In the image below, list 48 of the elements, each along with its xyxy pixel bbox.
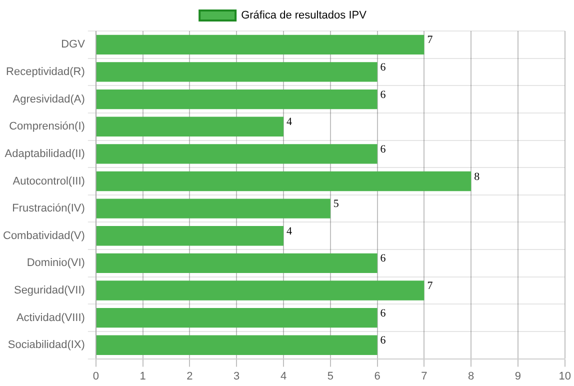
data-label: 6 <box>380 334 386 347</box>
x-tick-label: 7 <box>421 370 428 382</box>
bar <box>96 335 378 355</box>
data-label: 6 <box>380 252 386 265</box>
data-label: 6 <box>380 62 386 74</box>
bar <box>96 144 378 164</box>
data-label: 7 <box>427 34 434 46</box>
y-tick-label: Frustración(IV) <box>12 202 85 215</box>
data-label: 4 <box>286 225 293 238</box>
bar <box>96 280 424 300</box>
x-tick-label: 2 <box>186 370 193 382</box>
y-tick-label: Adaptabilidad(II) <box>4 148 85 160</box>
x-tick-label: 4 <box>280 370 287 382</box>
bar <box>96 198 330 218</box>
x-tick-label: 0 <box>92 370 99 382</box>
y-tick-label: Autocontrol(III) <box>12 175 85 188</box>
bar <box>96 89 378 110</box>
y-tick-label: Agresividad(A) <box>12 93 85 106</box>
data-label: 8 <box>474 170 480 183</box>
x-tick-label: 1 <box>140 370 146 382</box>
bar <box>96 226 284 246</box>
y-tick-label: Comprensión(I) <box>9 120 85 133</box>
y-tick-label: Receptividad(R) <box>6 66 85 78</box>
data-label: 5 <box>333 198 340 210</box>
x-tick-label: 9 <box>514 370 522 382</box>
x-tick-label: 10 <box>558 370 572 382</box>
data-label: 6 <box>380 307 386 320</box>
y-tick-label: Dominio(VI) <box>26 257 85 270</box>
data-label: 6 <box>380 143 386 156</box>
bar <box>96 116 284 136</box>
y-tick-label: Sociabilidad(IX) <box>8 339 85 352</box>
x-tick-label: 8 <box>468 370 474 382</box>
bar <box>96 253 378 274</box>
y-tick-label: Combatividad(V) <box>3 230 85 242</box>
bar <box>96 308 378 328</box>
x-tick-label: 5 <box>327 370 334 382</box>
y-tick-label: Seguridad(VII) <box>14 284 85 297</box>
data-label: 6 <box>380 88 386 101</box>
y-tick-label: Actividad(VIII) <box>16 312 85 324</box>
y-tick-label: DGV <box>61 38 86 51</box>
data-label: 4 <box>286 116 293 128</box>
legend-label: Gráfica de resultados IPV <box>241 10 368 22</box>
bar <box>96 62 378 82</box>
x-tick-label: 3 <box>234 370 240 382</box>
x-tick-label: 6 <box>374 370 380 382</box>
bar <box>96 171 472 192</box>
data-label: 7 <box>427 280 434 292</box>
bar <box>96 34 424 54</box>
